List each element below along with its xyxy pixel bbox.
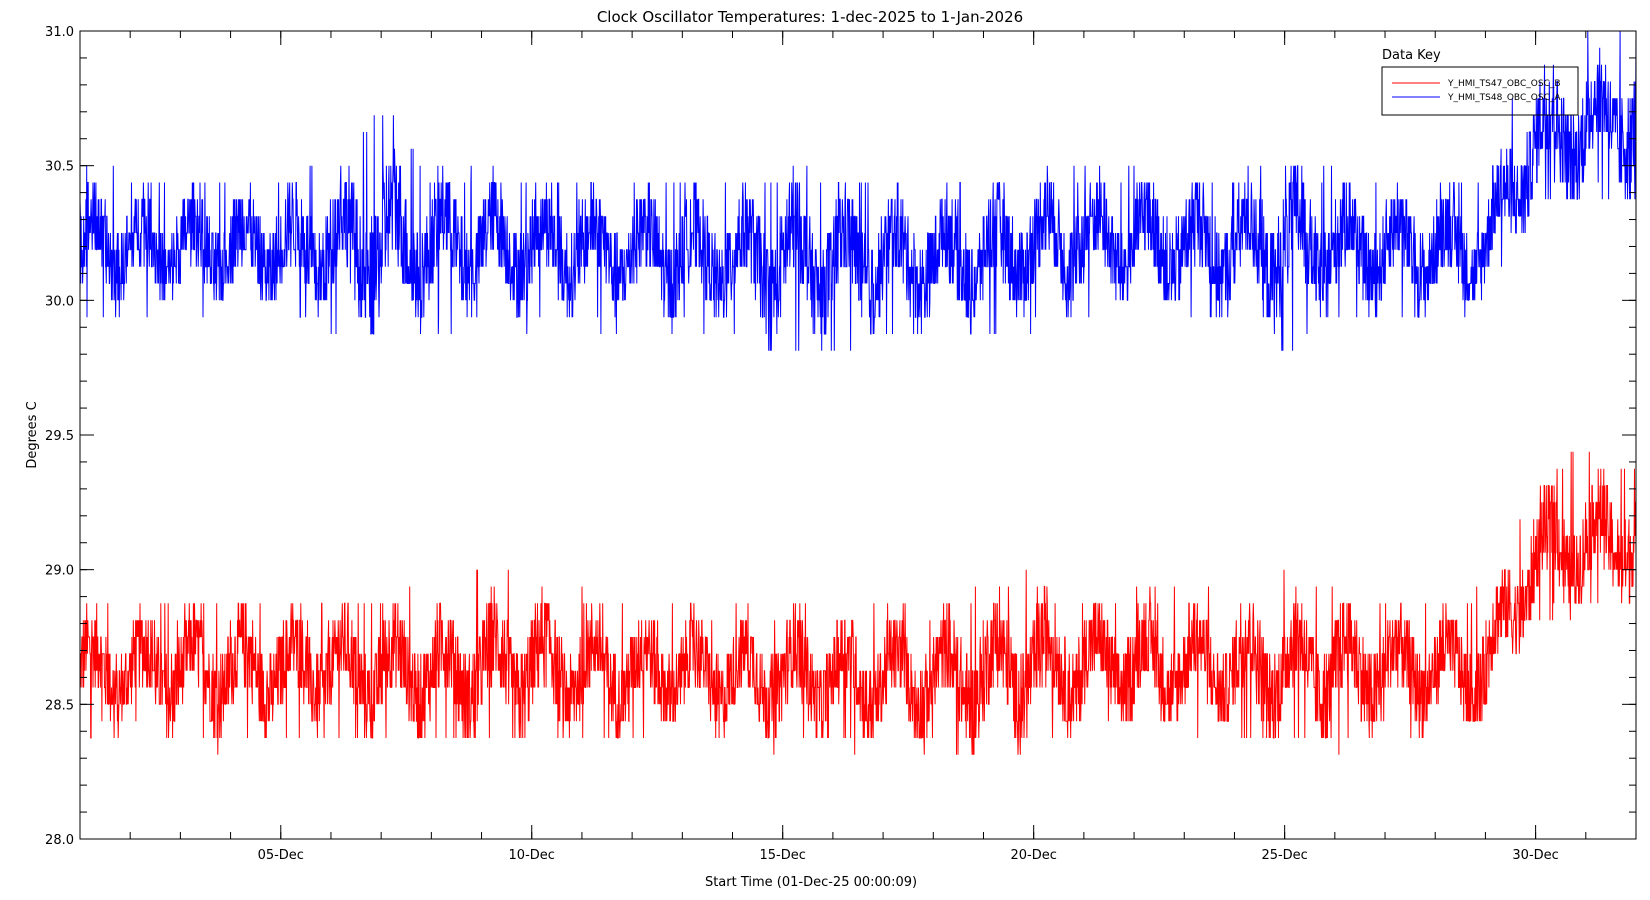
- legend-box: [1381, 66, 1579, 116]
- y-tick-label: 30.0: [45, 294, 74, 309]
- x-tick-label: 20-Dec: [1010, 848, 1056, 863]
- legend-entry-1: Y_HMI_TS48_OBC_OSC_A: [1447, 93, 1561, 103]
- series-line-1: [79, 30, 1637, 351]
- plot-frame: [79, 30, 1637, 840]
- chart-title: Clock Oscillator Temperatures: 1-dec-202…: [597, 8, 1023, 26]
- legend-title: Data Key: [1382, 48, 1441, 63]
- y-tick-label: 30.5: [45, 160, 74, 175]
- x-tick-label: 25-Dec: [1261, 848, 1307, 863]
- x-tick-label: 05-Dec: [258, 848, 304, 863]
- y-tick-label: 28.0: [45, 833, 74, 848]
- y-axis-label: Degrees C: [25, 401, 40, 468]
- y-tick-label: 28.5: [45, 698, 74, 713]
- y-tick-label: 29.0: [45, 564, 74, 579]
- y-tick-label: 31.0: [45, 25, 74, 40]
- axes: 28.0 28.5 29.0 29.5 30.0 30.5 31.0 05-Dec 10-Dec…: [45, 25, 1637, 863]
- plot-area: [79, 30, 1637, 755]
- x-axis-label: Start Time (01-Dec-25 00:00:09): [705, 875, 917, 890]
- legend-entry-0: Y_HMI_TS47_OBC_OSC_B: [1447, 79, 1561, 89]
- x-tick-label: 15-Dec: [760, 848, 806, 863]
- y-tick-label: 29.5: [45, 429, 74, 444]
- series-line-0: [80, 451, 1637, 755]
- legend: Data Key Y_HMI_TS47_OBC_OSC_B Y_HMI_TS48_…: [1381, 48, 1579, 116]
- x-tick-label: 30-Dec: [1512, 848, 1558, 863]
- x-tick-label: 10-Dec: [509, 848, 555, 863]
